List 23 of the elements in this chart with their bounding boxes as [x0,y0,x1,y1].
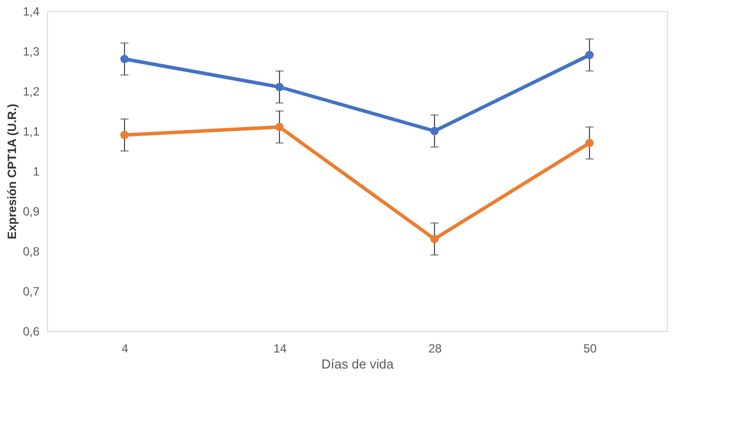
y-tick-label: 0,6 [22,324,40,338]
x-tick-label: 14 [273,342,287,356]
point [430,126,439,136]
y-tick-label: 1 [32,164,40,178]
y-tick-label: 0,9 [22,204,40,218]
point [120,54,129,64]
x-tick-label: 28 [428,342,442,356]
x-tick-label: 50 [583,342,597,356]
y-tick-label: 1,3 [22,44,40,58]
point [585,50,594,60]
y-tick-label: 1,1 [22,124,40,138]
y-axis-title: Expresión CPT1A (U.R.) [4,104,19,240]
point [585,138,594,148]
x-axis-title: Días de vida [321,356,394,372]
point [275,122,284,132]
point [120,130,129,140]
y-tick-label: 1,2 [22,84,40,98]
y-tick-label: 0,8 [22,244,40,258]
y-tick-label: 1,4 [22,4,40,18]
x-tick-label: 4 [122,342,129,356]
point [430,234,439,244]
y-tick-label: 0,7 [22,284,40,298]
point [275,82,284,92]
